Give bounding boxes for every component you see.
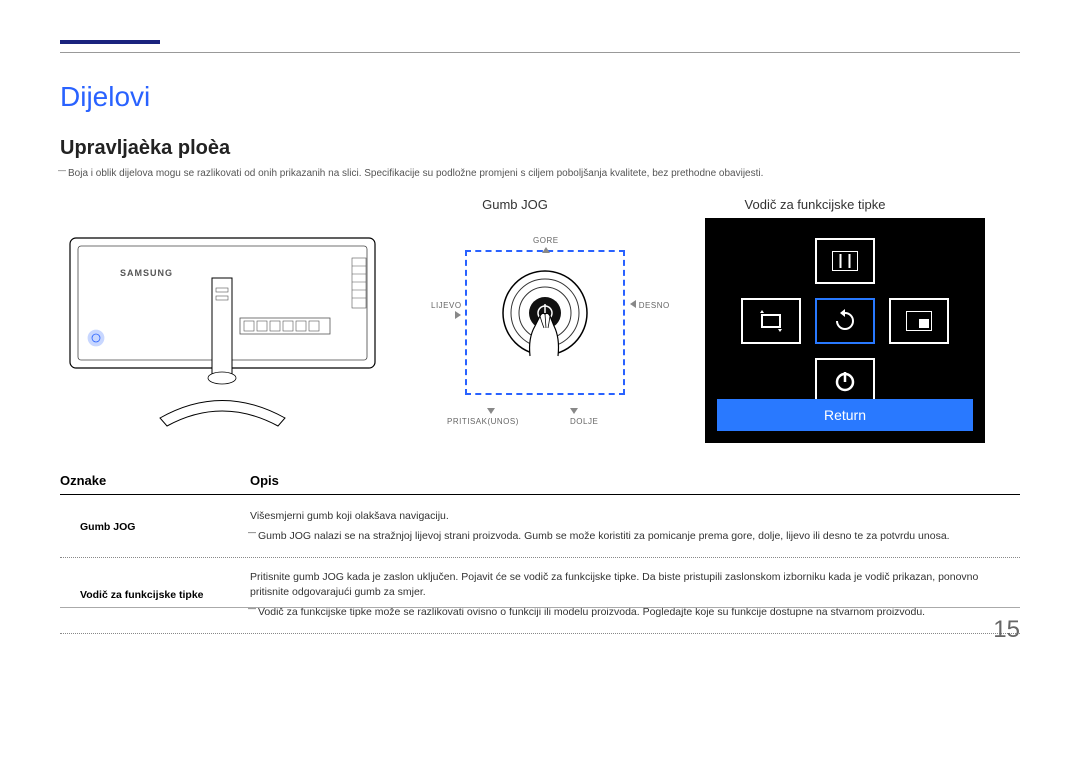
figure-label-row: Gumb JOG Vodič za funkcijske tipke [60,197,1020,212]
refresh-icon [833,309,857,333]
bottom-hairline [60,607,1020,608]
osd-up-button[interactable] [815,238,875,284]
table-header-opis: Opis [250,473,1020,488]
direction-left: LIJEVO [431,300,461,322]
osd-left-button[interactable] [741,298,801,344]
pip-icon [906,311,932,331]
monitor-svg: SAMSUNG [60,218,385,438]
pbp-icon [832,251,858,271]
osd-right-button[interactable] [889,298,949,344]
jog-dial-icon [500,268,590,358]
accent-bar [60,40,160,44]
table-header-row: Oznake Opis [60,473,1020,495]
osd-center-button[interactable] [815,298,875,344]
row-label: Vodič za funkcijske tipke [60,589,250,601]
direction-right: DESNO [630,300,670,311]
table-header-oznake: Oznake [60,473,250,488]
monitor-figure: SAMSUNG [60,218,385,443]
top-hairline [60,52,1020,53]
osd-guide-figure: Return [705,218,985,443]
figure-row: SAMSUNG [60,218,1020,443]
osd-down-button[interactable] [815,358,875,404]
osd-panel: Return [705,218,985,443]
guide-figure-label: Vodič za funkcijske tipke [675,197,955,212]
jog-figure: GORE LIJEVO DESNO PRITISAK(UNOS) DOLJE [415,218,675,438]
description-table: Oznake Opis Gumb JOG Višesmjerni gumb ko… [60,473,1020,634]
row-label: Gumb JOG [60,521,250,533]
power-icon [834,370,856,392]
row-desc: Višesmjerni gumb koji olakšava navigacij… [250,509,1020,545]
direction-press: PRITISAK(UNOS) [447,406,519,426]
osd-return-button[interactable]: Return [717,399,973,431]
direction-up: GORE [533,236,559,256]
page-number: 15 [993,616,1020,644]
page-root: Dijelovi Upravljaèka ploèa Boja i oblik … [0,0,1080,664]
table-row: Gumb JOG Višesmjerni gumb koji olakšava … [60,497,1020,558]
direction-down: DOLJE [570,406,598,426]
section-title: Dijelovi [60,81,1020,113]
source-cycle-icon [758,310,784,332]
table-row: Vodič za funkcijske tipke Pritisnite gum… [60,558,1020,634]
subsection-title: Upravljaèka ploèa [60,137,1020,160]
jog-figure-label: Gumb JOG [385,197,645,212]
intro-note: Boja i oblik dijelova mogu se razlikovat… [60,168,1020,179]
monitor-brand-text: SAMSUNG [120,268,173,278]
row-desc: Pritisnite gumb JOG kada je zaslon uklju… [250,570,1020,621]
